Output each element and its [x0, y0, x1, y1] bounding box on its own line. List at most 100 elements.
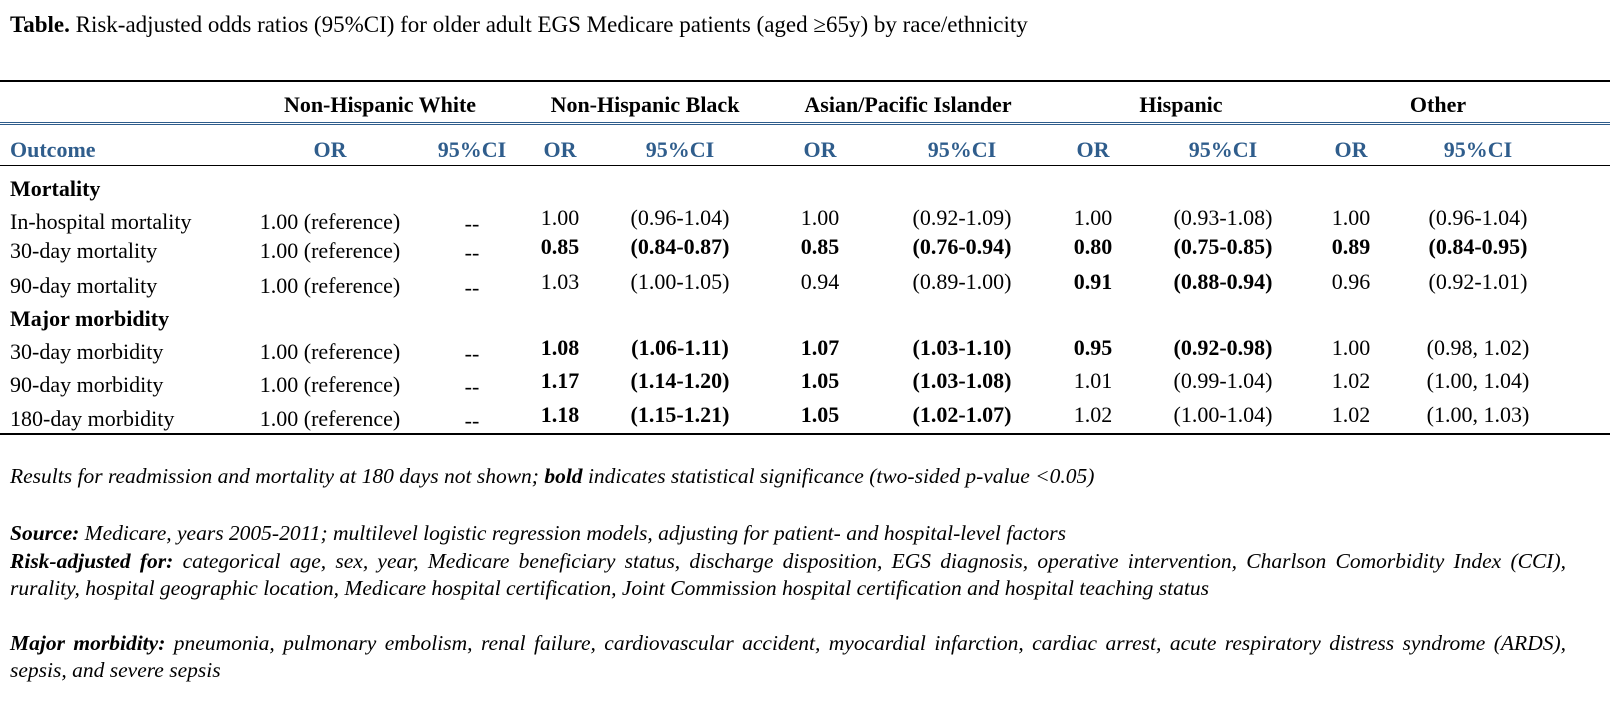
cell-or: 0.94 — [800, 269, 840, 294]
cell-ci: (1.15-1.21) — [630, 402, 730, 427]
row-outcome-label: 90-day mortality — [10, 273, 158, 298]
col-header-ci: 95%CI — [1188, 137, 1258, 162]
cell-reference-or: 1.00 (reference) — [259, 372, 401, 397]
cell-or: 0.96 — [1331, 269, 1371, 294]
col-header-or: OR — [313, 137, 347, 162]
cell-or: 1.01 — [1073, 368, 1113, 393]
cell-or: 1.05 — [800, 402, 840, 427]
cell-reference-ci: -- — [464, 275, 480, 300]
cell-reference-ci: -- — [464, 211, 480, 236]
cell-ci: (1.00, 1.03) — [1426, 402, 1530, 427]
group-header-hispanic: Hispanic — [1139, 92, 1223, 117]
cell-ci: (0.92-1.01) — [1428, 269, 1528, 294]
header-bottom-rule — [0, 165, 1610, 166]
risk-adjusted-label: Risk-adjusted for: — [10, 549, 174, 573]
col-header-ci: 95%CI — [927, 137, 997, 162]
row-outcome-label: 30-day morbidity — [10, 339, 164, 364]
cell-ci: (0.88-0.94) — [1173, 269, 1273, 294]
section-heading: Mortality — [10, 176, 101, 201]
cell-ci: (1.02-1.07) — [912, 402, 1012, 427]
cell-or: 1.02 — [1073, 402, 1113, 427]
cell-or: 1.07 — [800, 335, 840, 360]
cell-or: 1.18 — [540, 402, 580, 427]
risk-adjusted-text: categorical age, sex, year, Medicare ben… — [10, 549, 1566, 600]
cell-reference-or: 1.00 (reference) — [259, 406, 401, 431]
col-header-ci: 95%CI — [1443, 137, 1513, 162]
caption-text: Risk-adjusted odds ratios (95%CI) for ol… — [75, 12, 1028, 37]
cell-reference-ci: -- — [464, 374, 480, 399]
source-note: Source: Medicare, years 2005-2011; multi… — [10, 520, 1566, 547]
col-header-ci: 95%CI — [437, 137, 507, 162]
cell-or: 1.00 — [1073, 205, 1113, 230]
cell-ci: (0.75-0.85) — [1173, 234, 1273, 259]
group-header-non-hispanic-white: Non-Hispanic White — [283, 92, 477, 117]
group-header-asian-pacific-islander: Asian/Pacific Islander — [804, 92, 1012, 117]
header-double-rule — [0, 122, 1610, 128]
cell-or: 0.85 — [540, 234, 580, 259]
cell-ci: (0.92-0.98) — [1173, 335, 1273, 360]
cell-reference-or: 1.00 (reference) — [259, 273, 401, 298]
col-header-or: OR — [1334, 137, 1368, 162]
risk-adjusted-note: Risk-adjusted for: categorical age, sex,… — [10, 548, 1566, 602]
cell-ci: (1.03-1.08) — [912, 368, 1012, 393]
row-outcome-label: 90-day morbidity — [10, 372, 164, 397]
bold-word: bold — [544, 464, 583, 488]
cell-ci: (0.96-1.04) — [630, 205, 730, 230]
source-text: Medicare, years 2005-2011; multilevel lo… — [79, 521, 1066, 545]
cell-ci: (0.96-1.04) — [1428, 205, 1528, 230]
cell-reference-ci: -- — [464, 341, 480, 366]
cell-or: 0.85 — [800, 234, 840, 259]
row-outcome-label: 30-day mortality — [10, 238, 158, 263]
cell-or: 0.80 — [1073, 234, 1113, 259]
cell-ci: (0.98, 1.02) — [1426, 335, 1530, 360]
major-morbidity-text: pneumonia, pulmonary embolism, renal fai… — [10, 631, 1567, 682]
col-header-outcome: Outcome — [10, 137, 96, 162]
col-header-or: OR — [803, 137, 837, 162]
cell-or: 1.05 — [800, 368, 840, 393]
cell-reference-ci: -- — [464, 408, 480, 433]
cell-or: 1.00 — [1331, 335, 1371, 360]
significance-note-text: Results for readmission and mortality at… — [10, 464, 545, 488]
cell-or: 1.17 — [540, 368, 580, 393]
section-heading: Major morbidity — [10, 306, 170, 331]
cell-ci: (0.84-0.95) — [1428, 234, 1528, 259]
cell-or: 1.03 — [540, 269, 580, 294]
cell-ci: (0.92-1.09) — [912, 205, 1012, 230]
cell-or: 0.91 — [1073, 269, 1113, 294]
cell-or: 1.02 — [1331, 402, 1371, 427]
cell-or: 1.00 — [540, 205, 580, 230]
cell-or: 1.08 — [540, 335, 580, 360]
cell-reference-ci: -- — [464, 240, 480, 265]
row-outcome-label: In-hospital mortality — [10, 209, 192, 234]
group-header-other: Other — [1409, 92, 1467, 117]
col-header-or: OR — [543, 137, 577, 162]
table-caption: Table. Risk-adjusted odds ratios (95%CI)… — [10, 12, 1028, 38]
major-morbidity-label: Major morbidity: — [10, 631, 166, 655]
row-outcome-label: 180-day morbidity — [10, 406, 175, 431]
major-morbidity-note: Major morbidity: pneumonia, pulmonary em… — [10, 630, 1566, 684]
cell-ci: (1.00, 1.04) — [1426, 368, 1530, 393]
cell-ci: (1.00-1.04) — [1173, 402, 1273, 427]
cell-ci: (1.14-1.20) — [630, 368, 730, 393]
cell-ci: (0.84-0.87) — [630, 234, 730, 259]
cell-or: 1.00 — [1331, 205, 1371, 230]
group-header-non-hispanic-black: Non-Hispanic Black — [550, 92, 740, 117]
caption-label: Table. — [10, 12, 70, 37]
table-bottom-rule — [0, 433, 1610, 435]
col-header-or: OR — [1076, 137, 1110, 162]
cell-ci: (0.76-0.94) — [912, 234, 1012, 259]
cell-reference-or: 1.00 (reference) — [259, 209, 401, 234]
cell-or: 1.02 — [1331, 368, 1371, 393]
cell-ci: (1.00-1.05) — [630, 269, 730, 294]
cell-or: 0.89 — [1331, 234, 1371, 259]
source-label: Source: — [10, 521, 80, 545]
significance-note: Results for readmission and mortality at… — [10, 463, 1566, 490]
cell-ci: (0.89-1.00) — [912, 269, 1012, 294]
cell-reference-or: 1.00 (reference) — [259, 339, 401, 364]
cell-reference-or: 1.00 (reference) — [259, 238, 401, 263]
cell-ci: (0.99-1.04) — [1173, 368, 1273, 393]
cell-or: 0.95 — [1073, 335, 1113, 360]
cell-ci: (1.06-1.11) — [631, 335, 729, 360]
col-header-ci: 95%CI — [645, 137, 715, 162]
